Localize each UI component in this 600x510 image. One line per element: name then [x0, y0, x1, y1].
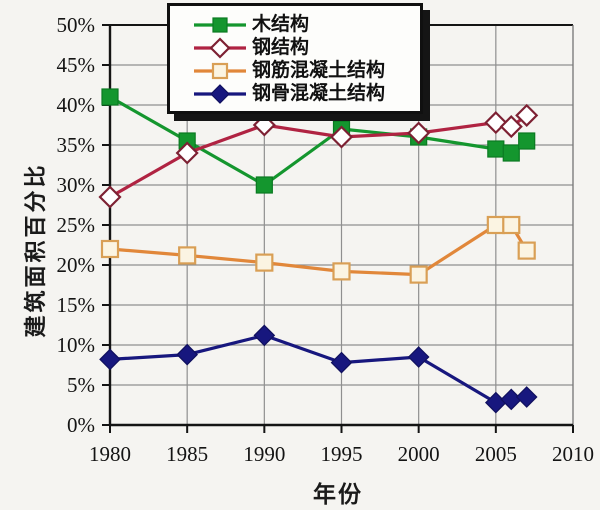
y-tick-label: 25%: [57, 213, 96, 237]
x-tick-label: 2010: [552, 442, 594, 466]
y-tick-label: 30%: [57, 173, 96, 197]
data-point-marker: [211, 62, 229, 79]
data-point-marker: [332, 262, 351, 281]
data-point-marker: [486, 215, 505, 235]
data-point-marker: [100, 239, 120, 259]
data-point-marker: [178, 246, 197, 265]
data-point-marker: [330, 351, 353, 374]
y-axis-title: 建筑面积百分比: [23, 162, 48, 338]
data-point-marker: [517, 241, 536, 260]
data-point-marker: [407, 121, 431, 145]
data-point-marker: [210, 83, 230, 104]
legend-item-1: 木结构: [194, 13, 416, 36]
data-point-marker: [98, 185, 122, 209]
legend-marker-square-open: [194, 62, 246, 79]
y-tick-label: 45%: [57, 53, 96, 77]
legend-item-2: 钢结构: [194, 36, 416, 59]
data-point-marker: [255, 253, 274, 272]
legend-marker-diamond-open: [194, 36, 246, 59]
data-point-marker: [518, 132, 536, 150]
data-point-marker: [409, 265, 428, 284]
y-tick-label: 50%: [57, 13, 96, 37]
data-point-marker: [99, 348, 121, 371]
x-tick-label: 1980: [89, 442, 131, 466]
legend-item-label: 木结构: [252, 14, 310, 35]
data-point-marker: [252, 113, 276, 137]
data-point-marker: [209, 36, 231, 59]
data-point-marker: [407, 346, 430, 368]
data-point-marker: [515, 386, 538, 408]
data-point-marker: [175, 141, 199, 165]
x-tick-label: 1995: [321, 442, 363, 466]
series-钢骨混凝土结构: [99, 324, 538, 414]
legend: 木结构 钢结构 钢筋混凝土结构 钢骨混凝土结构: [167, 3, 423, 114]
data-point-marker: [515, 103, 539, 127]
series-钢筋混凝土结构: [100, 215, 536, 284]
y-tick-label: 35%: [57, 133, 96, 157]
legend-item-label: 钢骨混凝土结构: [252, 83, 386, 104]
y-tick-label: 40%: [57, 93, 96, 117]
data-point-marker: [499, 115, 523, 139]
series-钢结构: [98, 103, 539, 209]
x-axis-title: 年份: [313, 482, 363, 507]
legend-marker-square-filled: [194, 16, 246, 33]
x-tick-label: 2005: [475, 442, 517, 466]
legend-item-4: 钢骨混凝土结构: [194, 82, 416, 105]
data-point-marker: [255, 176, 273, 194]
y-tick-label: 5%: [67, 373, 95, 397]
data-point-marker: [253, 324, 276, 347]
legend-item-3: 钢筋混凝土结构: [194, 59, 416, 82]
data-point-marker: [329, 125, 354, 149]
legend-item-label: 钢筋混凝土结构: [252, 60, 386, 81]
tick-labels: 0% 5% 10% 15% 20% 25% 30% 35% 40% 45% 50% 1980 1985 1…: [57, 13, 595, 466]
data-point-marker: [502, 215, 521, 235]
series-line: [108, 223, 529, 277]
x-tick-label: 1985: [166, 442, 208, 466]
legend-marker-diamond-filled: [194, 83, 246, 104]
data-point-marker: [101, 88, 119, 106]
data-point-marker: [484, 391, 507, 414]
y-tick-label: 15%: [57, 293, 96, 317]
x-tick-label: 1990: [243, 442, 285, 466]
y-tick-label: 20%: [57, 253, 96, 277]
data-point-marker: [502, 144, 520, 162]
y-tick-label: 0%: [67, 413, 95, 437]
data-point-marker: [212, 16, 228, 33]
legend-item-label: 钢结构: [252, 37, 310, 58]
y-tick-label: 10%: [57, 333, 96, 357]
data-point-marker: [176, 343, 199, 366]
data-point-marker: [487, 140, 505, 158]
x-tick-label: 2000: [398, 442, 440, 466]
